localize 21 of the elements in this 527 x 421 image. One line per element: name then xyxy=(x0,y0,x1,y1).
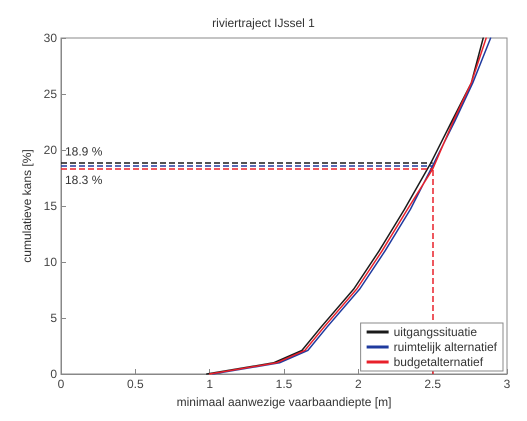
ref-line-label: 18.3 % xyxy=(65,173,103,188)
x-tick-label: 1 xyxy=(206,377,214,391)
y-tick-label: 30 xyxy=(44,31,58,45)
x-tick-label: 0.5 xyxy=(126,377,144,391)
y-tick-label: 10 xyxy=(44,255,58,269)
x-tick-label: 2.5 xyxy=(424,377,442,391)
ref-line-label: 18.9 % xyxy=(65,144,103,158)
x-tick-label: 3 xyxy=(504,377,511,391)
x-axis-title: minimaal aanwezige vaarbaandiepte [m] xyxy=(176,395,392,409)
y-tick-label: 20 xyxy=(44,143,58,157)
legend-label: uitgangssituatie xyxy=(394,325,478,339)
chart-title: riviertraject IJssel 1 xyxy=(212,16,316,30)
legend-label: ruimtelijk alternatief xyxy=(394,340,498,354)
y-tick-label: 0 xyxy=(50,367,58,381)
y-tick-label: 25 xyxy=(44,87,58,101)
y-axis-title: cumulatieve kans [%] xyxy=(20,149,34,263)
x-tick-label: 1.5 xyxy=(276,377,293,391)
legend-label: budgetalternatief xyxy=(394,355,484,369)
y-tick-label: 15 xyxy=(44,199,58,213)
x-tick-label: 2 xyxy=(354,377,362,391)
y-tick-label: 5 xyxy=(50,311,58,325)
